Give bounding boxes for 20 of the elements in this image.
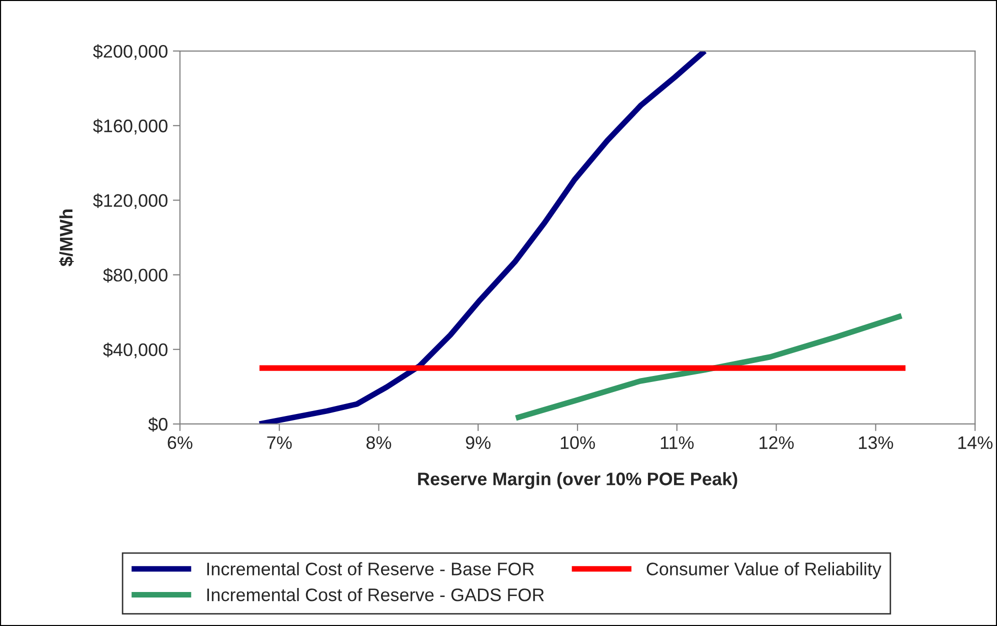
y-axis-title: $/MWh [59, 210, 74, 266]
x-tick-label: 9% [466, 436, 491, 450]
x-axis-title: Reserve Margin (over 10% POE Peak) [418, 472, 738, 489]
legend-label: Incremental Cost of Reserve - Base FOR [207, 562, 534, 576]
x-tick-label: 11% [660, 436, 694, 449]
x-tick-label: 14% [958, 436, 992, 449]
x-tick-label: 6% [168, 436, 192, 450]
y-tick-label: $200,000 [93, 44, 168, 60]
legend-label: Incremental Cost of Reserve - GADS FOR [207, 588, 544, 602]
y-tick-label: $0 [148, 417, 168, 432]
x-tick-label: 10% [560, 436, 595, 450]
y-tick-label: $80,000 [103, 268, 168, 284]
legend-label: Consumer Value of Reliability [646, 562, 882, 579]
x-tick-label: 13% [858, 436, 894, 450]
x-tick-label: 8% [366, 436, 392, 450]
x-tick-label: 12% [760, 436, 794, 449]
y-tick-label: $40,000 [103, 342, 168, 358]
x-tick-label: 7% [267, 436, 292, 449]
y-tick-label: $160,000 [93, 118, 168, 134]
y-tick-label: $120,000 [93, 193, 168, 210]
